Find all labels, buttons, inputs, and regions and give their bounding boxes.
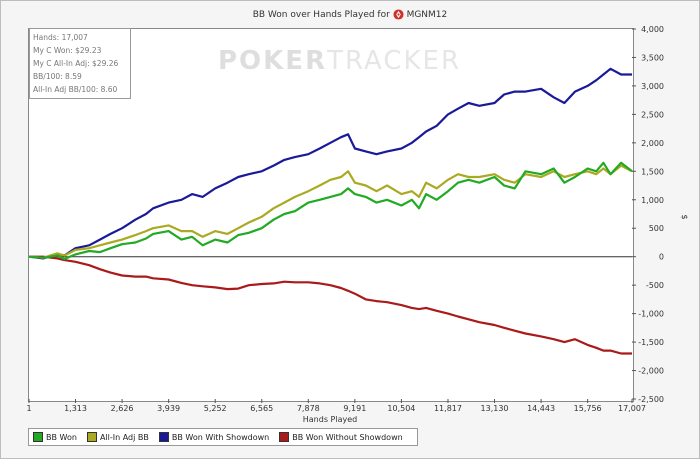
series-line-bb-won-with-showdown (28, 67, 632, 260)
x-tick-label: 11,817 (434, 404, 462, 413)
x-tick-label: 6,565 (250, 404, 273, 413)
y-tick-label: 1,000 (641, 196, 664, 205)
y-tick-label: 1,500 (641, 167, 664, 176)
legend-swatch (86, 432, 97, 442)
legend-swatch (33, 432, 43, 442)
stat-all-in-adj: My C All-In Adj: $29.26 (33, 59, 119, 68)
x-tick-label: 10,504 (387, 404, 415, 413)
stat-my-c-won: My C Won: $29.23 (33, 46, 102, 55)
legend-label: BB Won (46, 432, 77, 442)
legend-label: BB Won Without Showdown (292, 432, 403, 442)
y-tick-label: -1,000 (638, 310, 664, 319)
y-tick-label: -2,000 (638, 367, 664, 376)
y-tick-label: 3,000 (641, 82, 664, 91)
player-name: MGNM12 (406, 10, 448, 20)
y-tick-label: 3,500 (641, 53, 664, 62)
watermark-bold: POKER (218, 46, 328, 76)
y-axis-ticks: 4,000 3,500 3,000 2,500 2,000 1,500 1,000 500 0 -… (632, 25, 664, 404)
x-tick-label: 15,756 (574, 404, 602, 413)
y-tick-label: -500 (646, 281, 664, 290)
legend-item[interactable]: BB Won Without Showdown (279, 432, 403, 442)
legend-item[interactable]: All-In Adj BB (86, 432, 149, 442)
series-line-all-in-adj-bb (28, 164, 633, 259)
x-tick-label: 7,878 (297, 404, 320, 413)
chart-title: BB Won over Hands Played for MGNM12 (0, 9, 700, 20)
stat-all-in-adj-bb-100: All-In Adj BB/100: 8.60 (33, 85, 118, 94)
x-tick-label: 17,007 (618, 404, 646, 413)
series-lines (28, 67, 633, 355)
series-line-bb-won-without-showdown (29, 255, 632, 355)
x-tick-label: 3,939 (157, 404, 180, 413)
y-tick-label: 4,000 (641, 25, 664, 34)
legend-swatch (279, 432, 290, 442)
x-tick-label: 1,313 (64, 404, 87, 413)
legend: BB Won All-In Adj BB BB Won With Showdown B… (28, 428, 418, 446)
stats-box: Hands: 17,007 My C Won: $29.23 My C All-… (29, 28, 131, 99)
x-tick-label: 13,130 (481, 404, 509, 413)
y-tick-label: 0 (659, 253, 664, 262)
legend-label: All-In Adj BB (99, 432, 149, 442)
y-tick-label: 2,000 (641, 139, 664, 148)
y-tick-label: -2,500 (638, 395, 664, 404)
x-tick-label: 2,626 (111, 404, 134, 413)
y-tick-label: 500 (649, 224, 664, 233)
chart-title-text: BB Won over Hands Played for (252, 10, 390, 20)
x-tick-label: 1 (26, 404, 31, 413)
legend-label: BB Won With Showdown (171, 432, 270, 442)
stat-bb-100: BB/100: 8.59 (33, 72, 82, 81)
x-tick-label: 5,252 (204, 404, 227, 413)
y-tick-label: 2,500 (641, 110, 664, 119)
legend-item[interactable]: BB Won (33, 432, 77, 442)
legend-swatch (158, 432, 169, 442)
watermark-light: TRACKER (327, 46, 462, 76)
x-tick-label: 9,191 (343, 404, 366, 413)
poker-player-icon (393, 9, 404, 20)
x-axis-ticks: 1 1,313 2,626 3,939 5,252 6,565 7,878 9,191 10,5… (26, 399, 646, 413)
series-line-bb-won (28, 161, 633, 261)
stat-hands: Hands: 17,007 (33, 33, 88, 42)
x-tick-label: 14,443 (527, 404, 555, 413)
poker-tracker-watermark: POKERTRACKER (218, 46, 461, 76)
y-tick-label: -1,500 (638, 338, 664, 347)
legend-item[interactable]: BB Won With Showdown (158, 432, 270, 442)
x-axis-label: Hands Played (303, 415, 357, 424)
y-axis-label: $ (680, 214, 689, 219)
